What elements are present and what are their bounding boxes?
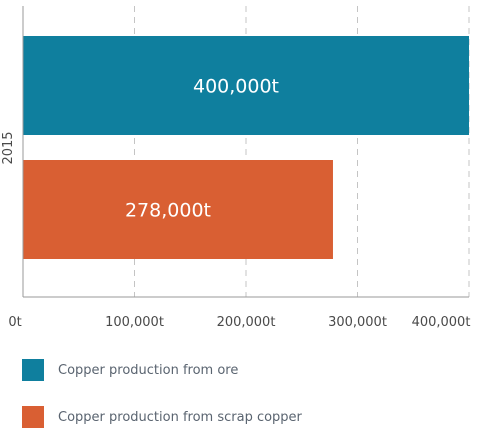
legend-swatch-ore [22,359,44,381]
x-tick-label-0: 0t [8,315,21,330]
data-label-0: 400,000t [193,76,279,98]
x-tick-label-4: 400,000t [412,315,471,330]
legend-label-ore: Copper production from ore [58,363,238,378]
data-label-1: 278,000t [125,200,211,222]
x-tick-label-3: 300,000t [328,315,387,330]
legend-item-scrap: Copper production from scrap copper [22,406,302,428]
bars [23,36,469,259]
x-tick-label-1: 100,000t [105,315,164,330]
legend-label-scrap: Copper production from scrap copper [58,410,302,425]
y-category-label: 2015 [1,131,16,164]
x-tick-label-2: 200,000t [217,315,276,330]
legend-item-ore: Copper production from ore [22,359,238,381]
x-tick-labels: 0t 100,000t 200,000t 300,000t 400,000t [8,315,470,330]
legend-swatch-scrap [22,406,44,428]
